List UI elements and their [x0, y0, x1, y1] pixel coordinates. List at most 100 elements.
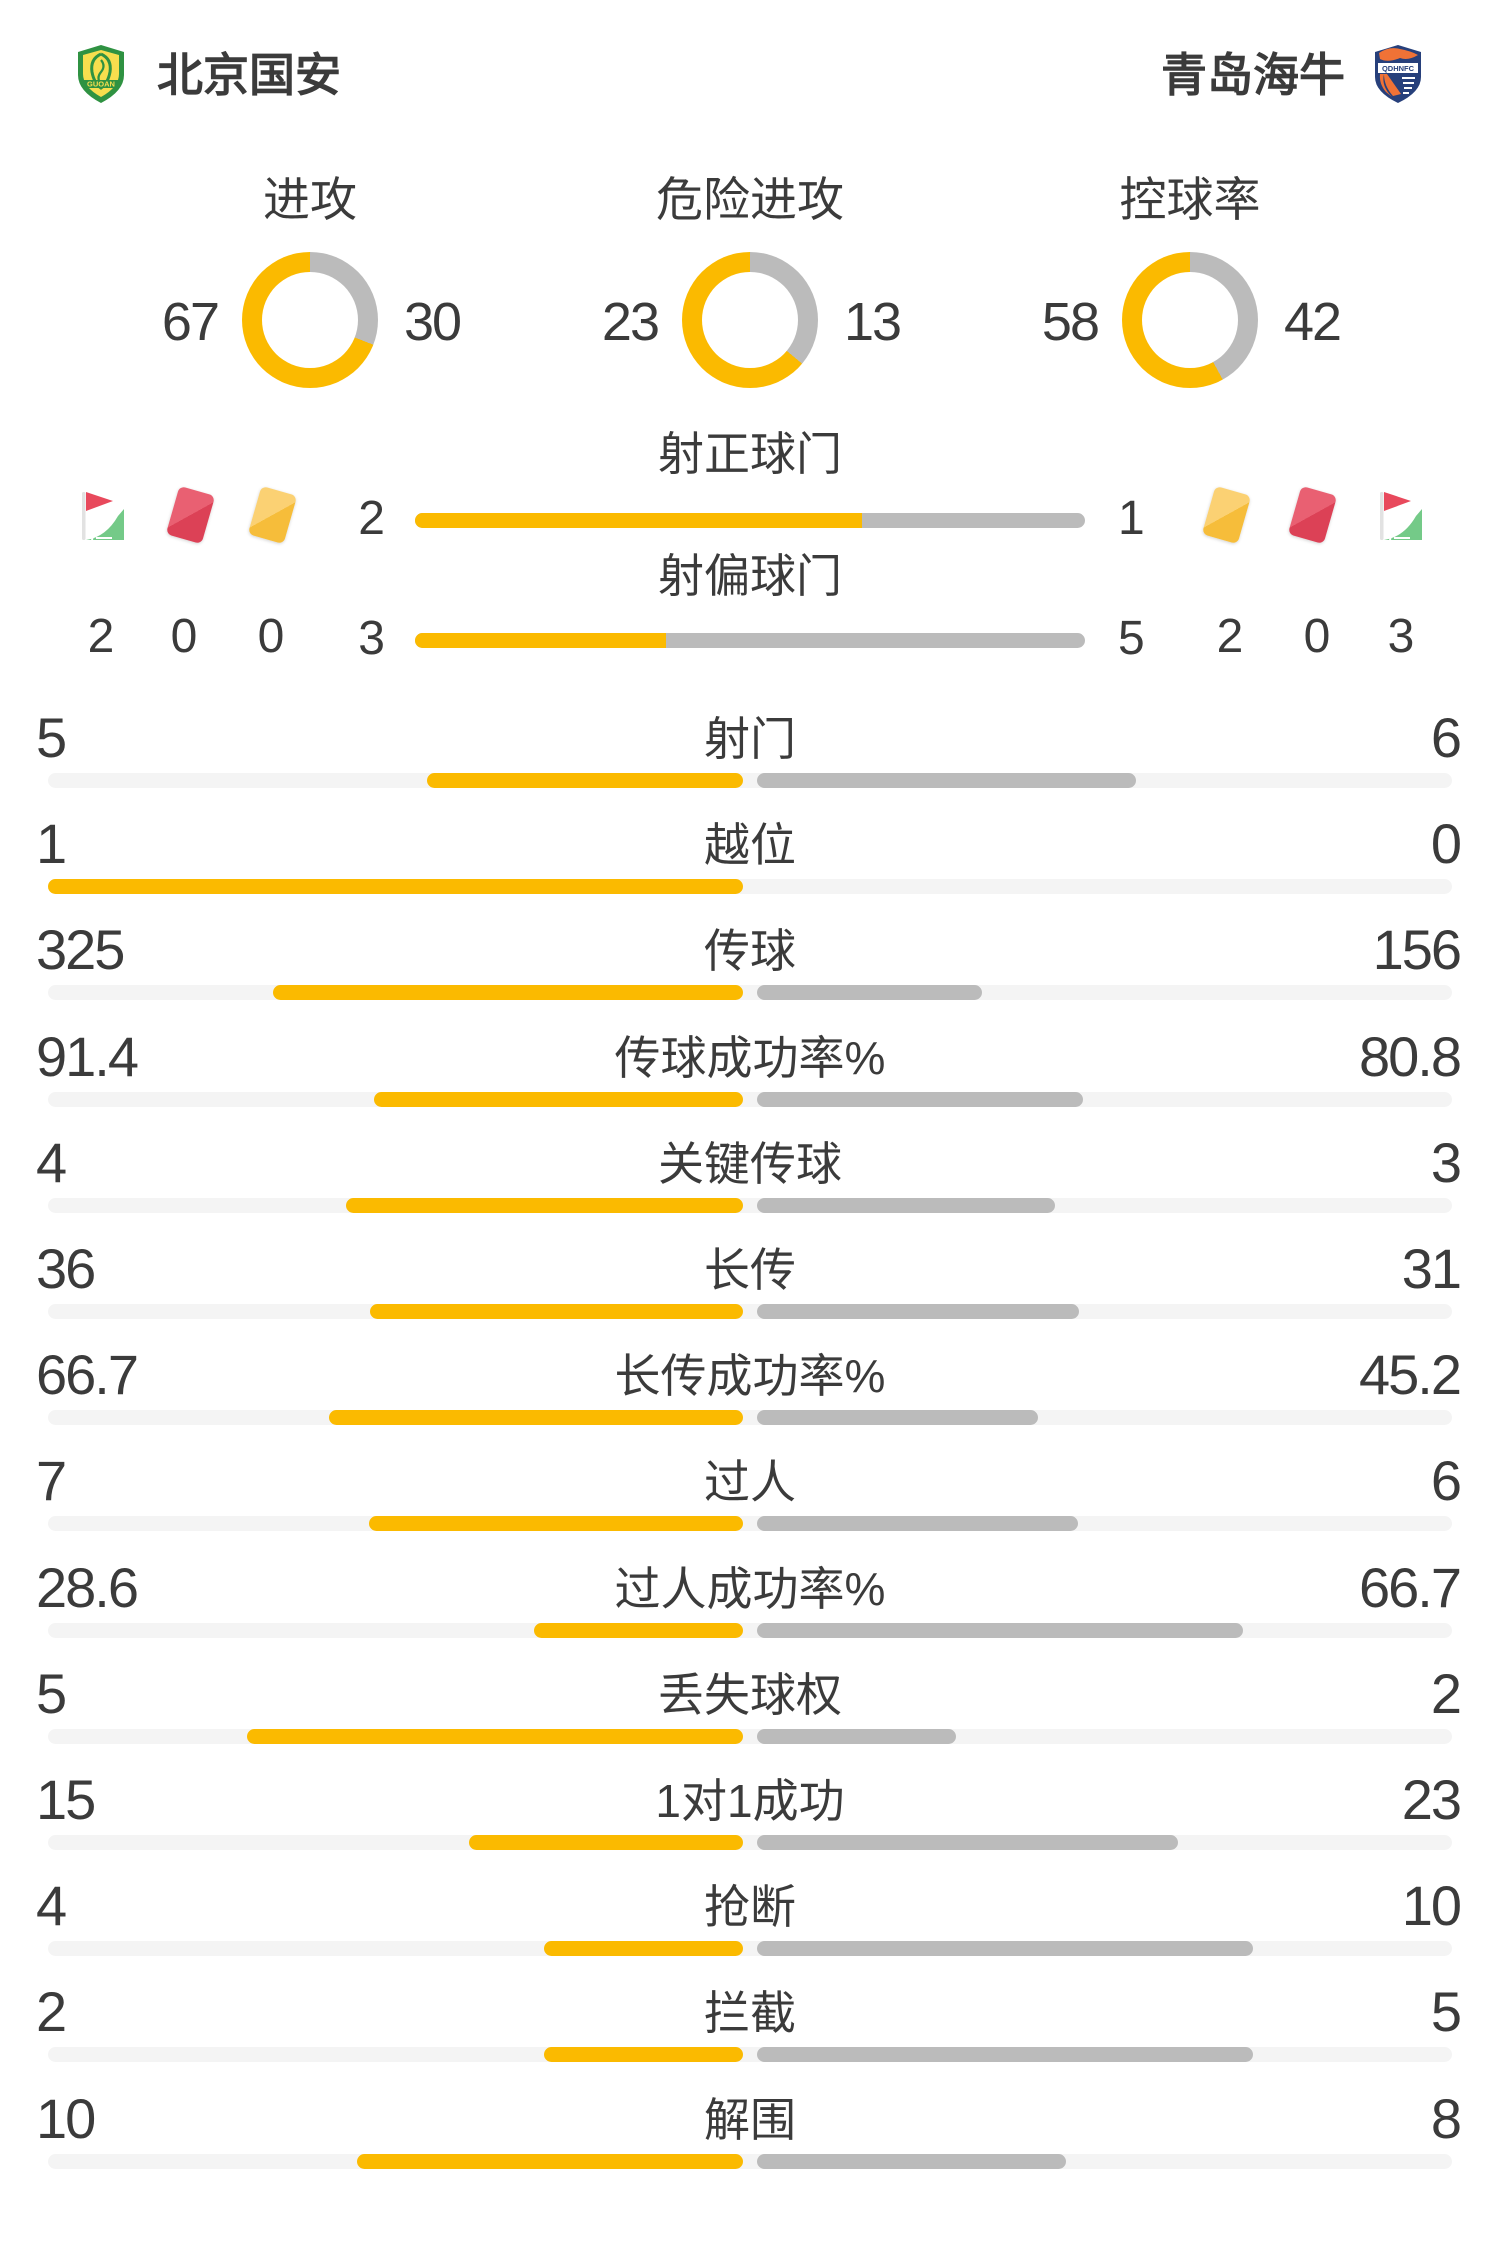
stat-label: 1对1成功 [655, 1775, 845, 1827]
stat-row: 15 1对1成功 23 [0, 1769, 1500, 1861]
stat-bar-home-fill [48, 879, 743, 894]
dangerous-attacks-home-value: 23 [601, 292, 660, 352]
stat-label: 传球成功率% [614, 1032, 886, 1084]
stat-label: 丢失球权 [658, 1669, 842, 1721]
stat-label: 长传 [704, 1244, 796, 1296]
stat-bar-track [48, 773, 1452, 788]
away-red-card-icon [1284, 484, 1340, 546]
stat-bar-away-fill [757, 1092, 1083, 1107]
possession-away-value: 42 [1284, 292, 1342, 352]
donut-group-dangerous-attacks: 危险进攻 23 13 [540, 175, 960, 405]
stat-bar-track [48, 2154, 1452, 2169]
donut-label: 进攻 [263, 173, 357, 226]
stat-label: 过人 [704, 1456, 796, 1508]
stat-bar-home-fill [427, 773, 743, 788]
stat-bar-track [48, 879, 1452, 894]
stat-bar-track [48, 2047, 1452, 2062]
stat-label: 拦截 [704, 1987, 796, 2039]
stat-label: 越位 [704, 819, 796, 871]
stat-home-value: 4 [36, 1874, 67, 1937]
stat-bar-away-fill [757, 1304, 1079, 1319]
stat-away-value: 2 [1430, 1662, 1462, 1725]
stat-row: 4 抢断 10 [0, 1875, 1500, 1967]
stat-row: 10 解围 8 [0, 2088, 1500, 2180]
stat-row: 5 射门 6 [0, 707, 1500, 799]
donut-hole [1142, 272, 1238, 368]
stat-bar-home-fill [346, 1198, 743, 1213]
stat-bar-track [48, 1304, 1452, 1319]
stat-away-value: 5 [1430, 1980, 1462, 2043]
shots-off-target-away-value: 5 [1118, 612, 1145, 665]
donut-group-attacks: 进攻 67 30 [100, 175, 520, 405]
stat-label: 解围 [704, 2094, 796, 2146]
stat-bar-home-fill [273, 985, 743, 1000]
svg-text:QDHNFC: QDHNFC [1382, 64, 1415, 73]
stat-bar-track [48, 1623, 1452, 1638]
stat-row: 66.7 长传成功率% 45.2 [0, 1344, 1500, 1436]
stat-bar-home-fill [534, 1623, 743, 1638]
stat-label: 关键传球 [658, 1138, 842, 1190]
away-team-crest-icon: QDHNFC [1371, 44, 1425, 104]
stat-bar-home-fill [369, 1516, 743, 1531]
stat-home-value: 36 [36, 1237, 96, 1300]
beijing-guoan-crest-icon: GUOAN [78, 45, 124, 103]
stat-home-value: 7 [36, 1449, 67, 1512]
home-team-name: 北京国安 [157, 49, 341, 101]
stat-row: 2 拦截 5 [0, 1981, 1500, 2073]
stat-away-value: 0 [1430, 812, 1462, 875]
shots-on-target-bar [415, 513, 1085, 528]
home-corner-flag-icon [72, 484, 128, 546]
stat-label: 传球 [704, 925, 796, 977]
stat-row: 5 丢失球权 2 [0, 1663, 1500, 1755]
possession-donut-chart [1122, 252, 1258, 388]
stat-bar-track [48, 1835, 1452, 1850]
shots-on-target-home-fill [415, 513, 862, 528]
stat-bar-home-fill [469, 1835, 743, 1850]
corner-flag-icon [82, 492, 124, 541]
shots-on-target-label: 射正球门 [658, 428, 842, 480]
attacks-home-value: 67 [161, 292, 220, 352]
shots-off-target-home-value: 3 [358, 612, 385, 665]
home-red-cards-count: 0 [170, 610, 198, 663]
attacks-away-value: 30 [404, 292, 462, 352]
stat-label: 过人成功率% [614, 1563, 886, 1615]
stat-home-value: 66.7 [36, 1343, 139, 1406]
home-yellow-cards-count: 0 [257, 610, 285, 663]
home-team-crest-icon: GUOAN [74, 44, 128, 104]
donut-hole [702, 272, 798, 368]
attacks-donut-chart [242, 252, 378, 388]
donut-group-possession: 控球率 58 42 [980, 175, 1400, 405]
dangerous-attacks-donut-chart [682, 252, 818, 388]
stat-bar-track [48, 1941, 1452, 1956]
stat-bar-away-fill [757, 2154, 1066, 2169]
stat-bar-away-fill [757, 2047, 1253, 2062]
stat-label: 抢断 [704, 1881, 796, 1933]
stat-home-value: 28.6 [36, 1556, 139, 1619]
donut-hole [262, 272, 358, 368]
stat-bar-away-fill [757, 1729, 956, 1744]
stat-away-value: 23 [1401, 1768, 1462, 1831]
stat-bar-track [48, 1516, 1452, 1531]
stat-home-value: 1 [36, 812, 67, 875]
stat-row: 91.4 传球成功率% 80.8 [0, 1026, 1500, 1118]
stat-bar-away-fill [757, 1410, 1038, 1425]
stat-bar-home-fill [544, 1941, 743, 1956]
away-team-name: 青岛海牛 [1161, 49, 1345, 101]
qingdao-hainiu-crest-icon: QDHNFC [1375, 45, 1421, 103]
stat-home-value: 5 [36, 706, 67, 769]
dangerous-attacks-away-value: 13 [844, 292, 902, 352]
shots-off-target-bar [415, 633, 1085, 648]
stat-bar-track [48, 1092, 1452, 1107]
away-yellow-cards-count: 2 [1216, 610, 1244, 663]
donut-label: 控球率 [1119, 173, 1261, 226]
stat-away-value: 6 [1430, 1449, 1462, 1512]
possession-home-value: 58 [1041, 292, 1100, 352]
stat-row: 1 越位 0 [0, 813, 1500, 905]
stat-away-value: 8 [1430, 2087, 1462, 2150]
stat-home-value: 4 [36, 1131, 67, 1194]
stat-away-value: 6 [1430, 706, 1462, 769]
corner-flag-icon [1380, 492, 1422, 541]
home-red-card-icon [162, 484, 218, 546]
shots-off-target-home-fill [415, 633, 667, 648]
